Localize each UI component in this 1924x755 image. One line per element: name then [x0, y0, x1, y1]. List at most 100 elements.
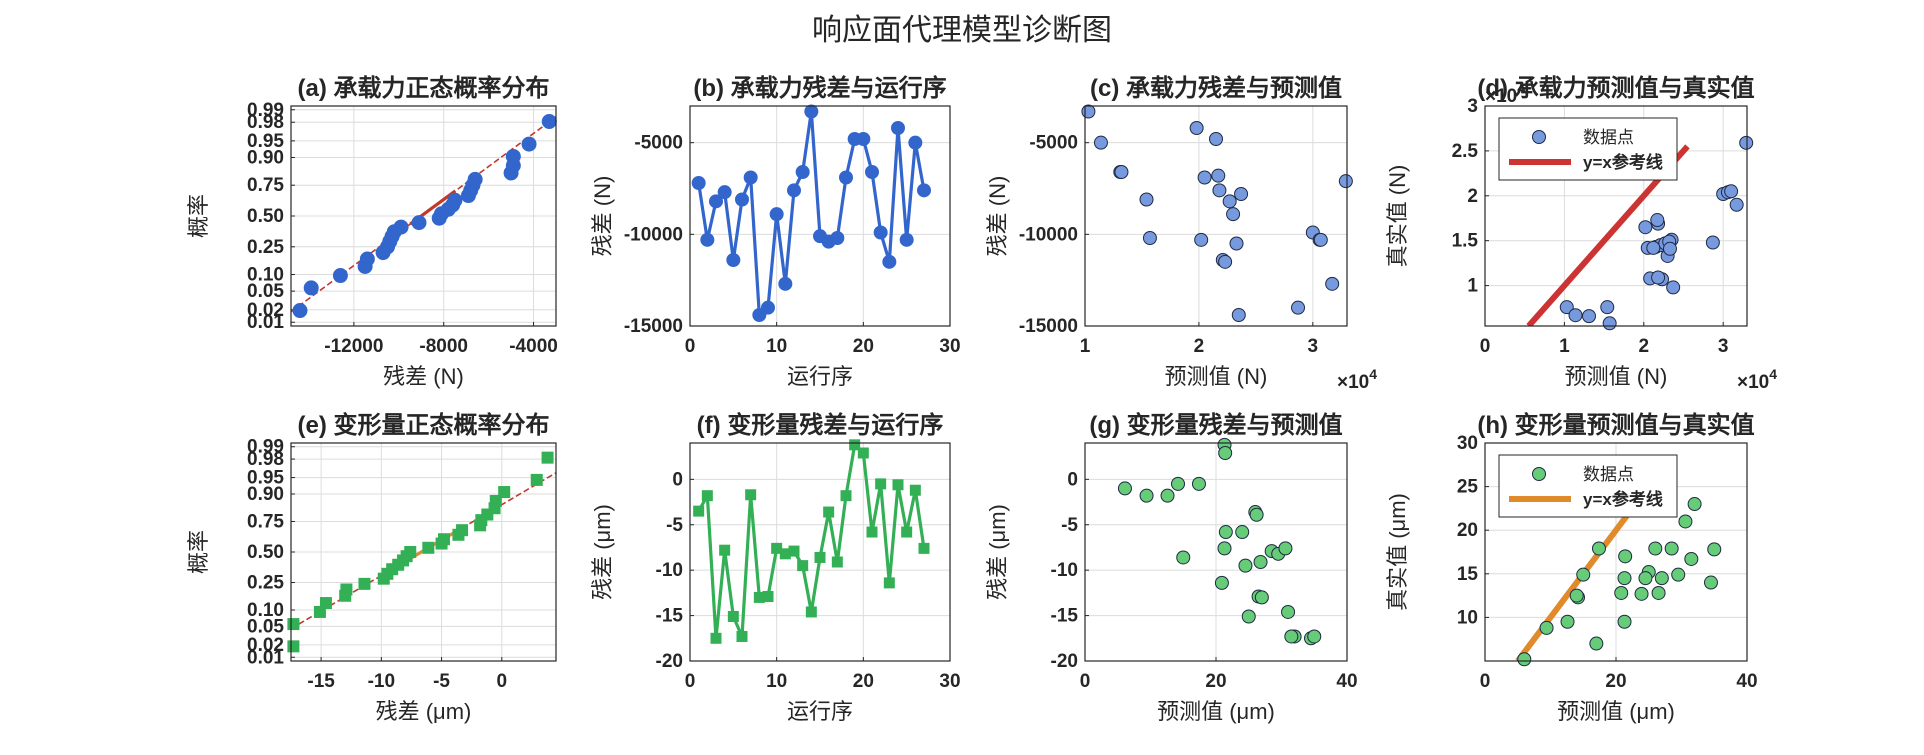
data-point-f	[797, 560, 809, 572]
data-point-a	[521, 136, 537, 152]
y-tick-label-h: 10	[1457, 607, 1478, 628]
x-tick-label-h: 0	[1480, 671, 1491, 692]
y-tick-label-h: 15	[1457, 564, 1479, 585]
data-point-f	[693, 505, 705, 517]
panel-title-b: (b) 承载力残差与运行序	[693, 74, 946, 102]
data-point-b	[717, 185, 732, 200]
x-tick-label-a: -4000	[509, 336, 558, 357]
y-tick-label-a: 0.50	[247, 206, 284, 227]
data-point-h	[1569, 588, 1584, 603]
data-point-g	[1241, 609, 1256, 624]
data-point-d	[1739, 135, 1754, 150]
x-axis-label-d: 预测值 (N)	[1565, 364, 1668, 389]
data-point-b	[787, 183, 801, 198]
data-point-a	[447, 192, 463, 208]
data-point-h	[1539, 620, 1554, 635]
data-point-f	[814, 551, 826, 563]
legend-box-h	[1498, 454, 1678, 518]
y-tick-label-a: 0.05	[247, 281, 284, 302]
data-point-e	[456, 524, 469, 537]
data-point-h	[1648, 541, 1663, 556]
y-tick-label-c: -5000	[1029, 133, 1078, 154]
y-tick-label-e: 0.95	[247, 468, 284, 489]
data-point-e	[340, 583, 353, 596]
data-point-h	[1634, 586, 1649, 601]
data-point-h	[1576, 567, 1591, 582]
data-point-e	[287, 618, 300, 631]
y-tick-label-e: 0.99	[247, 437, 284, 458]
data-point-c	[1218, 254, 1233, 269]
y-tick-label-g: -15	[1051, 606, 1079, 627]
y-tick-label-f: 0	[672, 469, 683, 490]
data-point-f	[831, 556, 843, 568]
x-tick-label-e: -5	[433, 671, 450, 692]
x-tick-label-d: 0	[1480, 336, 1491, 357]
data-point-a	[411, 215, 427, 231]
data-point-d	[1651, 270, 1666, 285]
data-point-d	[1559, 300, 1574, 315]
y-tick-label-g: -5	[1061, 515, 1078, 536]
data-point-c	[1142, 231, 1157, 245]
data-point-g	[1307, 629, 1322, 644]
y-tick-label-a: 0.95	[247, 131, 284, 152]
data-point-d	[1724, 184, 1739, 199]
x-tick-label-b: 30	[939, 336, 960, 357]
data-point-b	[891, 121, 905, 135]
x-tick-label-a: -8000	[419, 336, 468, 357]
y-tick-label-h: 20	[1457, 520, 1478, 541]
x-tick-label-e: -15	[307, 671, 335, 692]
data-point-d	[1646, 240, 1661, 255]
data-point-b	[882, 254, 897, 269]
data-point-f	[849, 439, 861, 451]
data-point-b	[899, 232, 914, 247]
x-axis-label-h: 预测值 (μm)	[1557, 699, 1675, 724]
data-point-b	[709, 194, 723, 209]
data-point-g	[1160, 488, 1175, 503]
y-tick-label-g: -10	[1051, 560, 1078, 581]
data-point-a	[303, 280, 319, 296]
y-tick-label-a: 0.99	[247, 100, 284, 121]
data-point-f	[901, 526, 913, 538]
y-tick-label-c: -15000	[1019, 316, 1078, 337]
data-point-h	[1664, 541, 1679, 556]
data-point-g	[1253, 554, 1268, 569]
x-tick-label-c: 2	[1194, 336, 1205, 357]
x-tick-label-d: 1	[1559, 336, 1570, 357]
data-point-e	[481, 508, 494, 521]
y-tick-label-c: -10000	[1019, 224, 1078, 245]
x-axis-label-e: 残差 (μm)	[376, 699, 472, 724]
data-point-g	[1214, 575, 1229, 590]
x-tick-label-f: 30	[939, 671, 960, 692]
data-point-g	[1217, 541, 1232, 556]
y-axis-label-d: 真实值 (N)	[1385, 165, 1410, 268]
data-point-c	[1139, 192, 1154, 207]
data-point-e	[358, 577, 371, 590]
data-point-d	[1600, 300, 1615, 315]
data-point-d	[1705, 235, 1720, 250]
x-exponent-d: ×104	[1737, 366, 1777, 393]
data-point-f	[762, 591, 774, 603]
y-axis-label-f: 残差 (μm)	[590, 504, 615, 600]
x-tick-label-f: 0	[685, 671, 696, 692]
data-point-c	[1234, 187, 1249, 201]
panel-title-d: (d) 承载力预测值与真实值	[1477, 74, 1754, 102]
data-point-h	[1618, 549, 1633, 564]
y-tick-label-d: 1.5	[1452, 231, 1479, 252]
x-tick-label-e: -10	[368, 671, 395, 692]
panel-title-h: (h) 变形量预测值与真实值	[1477, 411, 1754, 439]
data-point-c	[1222, 194, 1237, 209]
y-tick-label-f: -20	[656, 651, 683, 672]
y-tick-label-e: 0.01	[247, 647, 284, 668]
data-point-b	[804, 104, 819, 119]
data-point-c	[1209, 132, 1223, 146]
data-point-f	[840, 490, 852, 502]
legend-label-ref-d: y=x参考线	[1583, 152, 1663, 172]
axes-frame-g	[1084, 442, 1348, 662]
data-point-f	[909, 484, 921, 496]
panel-title-f: (f) 变形量残差与运行序	[697, 411, 944, 439]
x-tick-label-g: 20	[1205, 671, 1226, 692]
data-point-b	[735, 192, 749, 207]
data-point-c	[1197, 170, 1212, 185]
legend-label-points-h: 数据点	[1583, 465, 1634, 484]
data-point-e	[498, 486, 511, 499]
